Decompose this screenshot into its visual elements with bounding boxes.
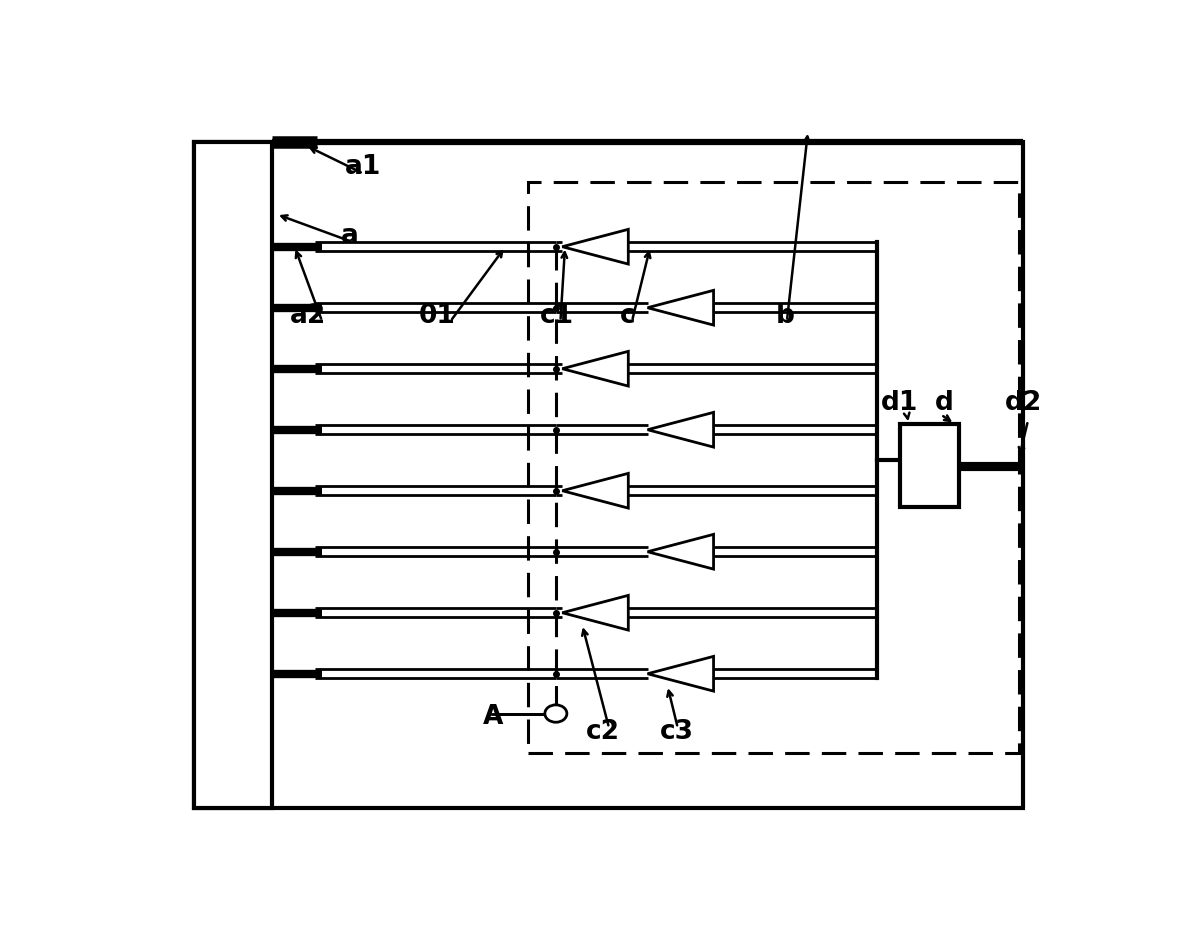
Text: b: b xyxy=(776,303,795,329)
Polygon shape xyxy=(562,352,628,386)
Text: c2: c2 xyxy=(586,719,620,744)
Bar xyxy=(194,142,272,807)
Text: d1: d1 xyxy=(881,389,919,415)
Polygon shape xyxy=(562,474,628,509)
Polygon shape xyxy=(562,229,628,264)
Polygon shape xyxy=(562,595,628,630)
Bar xyxy=(529,181,1019,753)
Text: 01: 01 xyxy=(419,303,455,329)
Polygon shape xyxy=(647,413,713,447)
Circle shape xyxy=(545,705,567,722)
Text: a1: a1 xyxy=(345,154,381,180)
Text: a: a xyxy=(341,223,358,249)
Text: a2: a2 xyxy=(290,303,327,329)
Text: A: A xyxy=(483,704,503,730)
Polygon shape xyxy=(647,656,713,691)
Text: c1: c1 xyxy=(541,303,575,329)
Bar xyxy=(899,424,959,508)
Text: d: d xyxy=(935,389,953,415)
Text: c3: c3 xyxy=(659,719,693,744)
Polygon shape xyxy=(647,290,713,325)
Text: d2: d2 xyxy=(1006,389,1042,415)
Text: c: c xyxy=(620,303,635,329)
Polygon shape xyxy=(647,534,713,569)
